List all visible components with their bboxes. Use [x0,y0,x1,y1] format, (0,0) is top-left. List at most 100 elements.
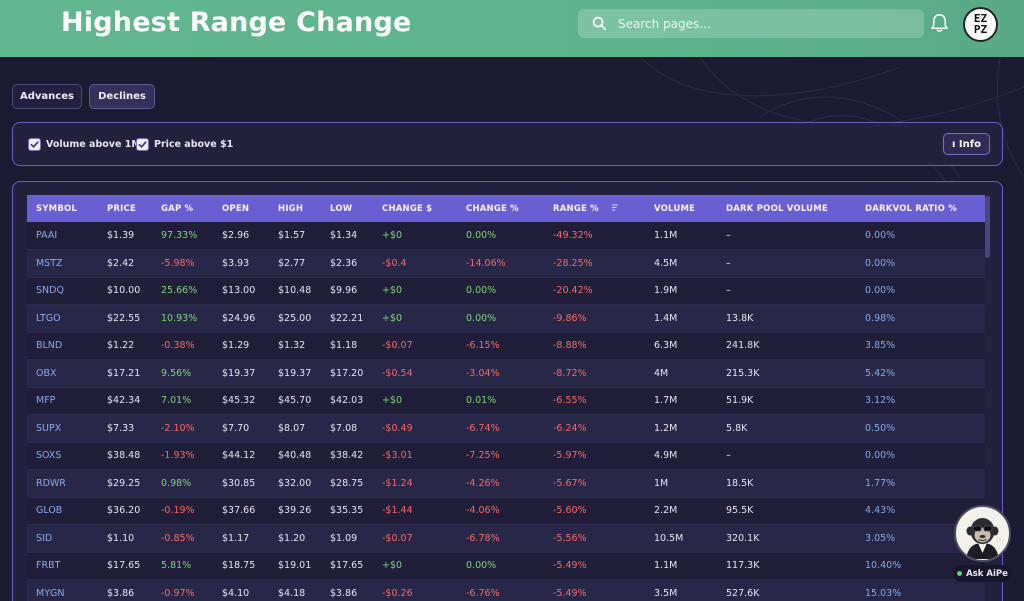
tab-declines[interactable]: Declines [89,84,155,109]
cell-range: -6.24% [553,422,587,434]
table-row[interactable]: SUPX $7.33 -2.10% $7.70 $8.07 $7.08 -$0.49 -6.7… [27,414,985,442]
table-row[interactable]: RDWR $29.25 0.98% $30.85 $32.00 $28.75 -$1.24 -… [27,469,985,497]
cell-range: -5.97% [553,450,587,462]
table-row[interactable]: SNDQ $10.00 25.66% $13.00 $10.48 $9.96 +$0 0.00… [27,277,985,305]
cell-symbol[interactable]: GLOB [36,505,63,517]
filter-volume[interactable]: Volume above 1M [28,138,141,151]
cell-symbol[interactable]: RDWR [36,477,66,489]
info-button[interactable]: ı Info [943,133,990,155]
column-header-high[interactable]: HIGH [278,203,304,214]
range-change-table: SYMBOL PRICE GAP % OPEN HIGH LOW CHANGE $ CHANG… [27,195,985,601]
cell-high: $19.01 [278,560,312,572]
cell-low: $22.21 [330,312,364,324]
table-row[interactable]: GLOB $36.20 -0.19% $37.66 $39.26 $35.35 -$1.44… [27,497,985,525]
cell-change: 0.01% [466,395,497,407]
filter-price-label: Price above $1 [154,139,234,150]
table-row[interactable]: MFP $42.34 7.01% $45.32 $45.70 $42.03 +$0 0.01%… [27,387,985,415]
table-row[interactable]: MSTZ $2.42 -5.98% $3.93 $2.77 $2.36 -$0.4 -14.0… [27,249,985,277]
cell-darkvol-ratio: 3.85% [865,340,896,352]
cell-volume: 3.5M [654,587,678,599]
cell-high: $45.70 [278,395,312,407]
cell-symbol[interactable]: SUPX [36,422,62,434]
search-icon [592,16,607,31]
cell-symbol[interactable]: MYGN [36,587,65,599]
column-header-range[interactable]: RANGE % [544,195,645,222]
cell-dark-pool-volume: 18.5K [726,477,754,489]
column-header-dark-pool-volume[interactable]: DARK POOL VOLUME [726,203,828,214]
search-input[interactable] [618,15,908,33]
cell-dark-pool-volume: – [726,257,731,269]
cell-range: -5.60% [553,505,587,517]
cell-open: $4.10 [222,587,250,599]
cell-symbol[interactable]: PAAI [36,230,58,241]
column-header-price[interactable]: PRICE [107,203,136,214]
cell-dark-pool-volume: 51.9K [726,395,754,407]
cell-volume: 1.4M [654,312,678,324]
column-header-change[interactable]: CHANGE % [466,203,519,214]
cell-open: $7.70 [222,422,250,434]
column-header-open[interactable]: OPEN [222,203,250,214]
cell-dark-pool-volume: 13.8K [726,312,754,324]
cell-high: $32.00 [278,477,312,489]
column-header-darkvol-ratio[interactable]: DARKVOL RATIO % [865,203,957,214]
column-header-low[interactable]: LOW [330,203,353,214]
volume-checkbox[interactable] [28,138,41,151]
cell-price: $17.65 [107,560,141,572]
cell-symbol[interactable]: BLND [36,340,63,352]
tab-advances[interactable]: Advances [12,84,82,109]
cell-change: -$0.07 [382,532,413,544]
cell-low: $1.34 [330,230,358,241]
cell-price: $7.33 [107,422,135,434]
cell-low: $7.08 [330,422,358,434]
column-header-change[interactable]: CHANGE $ [382,203,433,214]
cell-gap: -0.97% [161,587,195,599]
cell-symbol[interactable]: MFP [36,395,56,407]
cell-dark-pool-volume: 5.8K [726,422,748,434]
table-row[interactable]: PAAI $1.39 97.33% $2.96 $1.57 $1.34 +$0 0.00% -4… [27,222,985,250]
table-row[interactable]: SID $1.10 -0.85% $1.17 $1.20 $1.09 -$0.07 -6.78… [27,524,985,552]
aipe-assistant-button[interactable] [954,505,1011,562]
monkey-mascot-icon [956,507,1009,560]
table-scrollbar[interactable] [985,196,990,258]
user-avatar[interactable]: EZ PZ [963,7,998,42]
cell-dark-pool-volume: – [726,450,731,462]
table-row[interactable]: LTGO $22.55 10.93% $24.96 $25.00 $22.21 +$0 0.0… [27,304,985,332]
cell-symbol[interactable]: SID [36,532,53,544]
cell-darkvol-ratio: 0.00% [865,230,896,241]
cell-change: -$1.44 [382,505,413,517]
cell-price: $42.34 [107,395,141,407]
cell-symbol[interactable]: SNDQ [36,285,64,297]
table-row[interactable]: BLND $1.22 -0.38% $1.29 $1.32 $1.18 -$0.07 -6.1… [27,332,985,360]
cell-dark-pool-volume: 215.3K [726,367,760,379]
cell-symbol[interactable]: OBX [36,367,57,379]
cell-low: $35.35 [330,505,364,517]
cell-low: $1.09 [330,532,358,544]
cell-gap: 5.81% [161,560,192,572]
table-row[interactable]: SOXS $38.48 -1.93% $44.12 $40.48 $38.42 -$3.01… [27,442,985,470]
cell-price: $1.22 [107,340,135,352]
price-checkbox[interactable] [136,138,149,151]
column-header-gap[interactable]: GAP % [161,203,194,214]
table-row[interactable]: FRBT $17.65 5.81% $18.75 $19.01 $17.65 +$0 0.00… [27,552,985,580]
cell-volume: 1.1M [654,230,678,241]
cell-change: -7.25% [466,450,500,462]
cell-symbol[interactable]: SOXS [36,450,62,462]
filter-price[interactable]: Price above $1 [136,138,233,151]
cell-dark-pool-volume: 241.8K [726,340,760,352]
cell-symbol[interactable]: MSTZ [36,257,63,269]
column-header-volume[interactable]: VOLUME [654,203,696,214]
cell-symbol[interactable]: FRBT [36,560,61,572]
cell-gap: -2.10% [161,422,195,434]
cell-darkvol-ratio: 3.12% [865,395,896,407]
table-row[interactable]: MYGN $3.86 -0.97% $4.10 $4.18 $3.86 -$0.26 -6.7… [27,579,985,601]
cell-gap: 97.33% [161,230,198,241]
bell-icon[interactable] [929,12,950,34]
column-header-symbol[interactable]: SYMBOL [36,203,78,214]
cell-symbol[interactable]: LTGO [36,312,61,324]
aipe-badge[interactable]: Ask AiPe [953,565,1012,582]
sort-descending-icon[interactable] [611,204,619,212]
cell-darkvol-ratio: 0.00% [865,450,896,462]
cell-change: -$0.54 [382,367,413,379]
search-box[interactable] [578,9,924,38]
table-row[interactable]: OBX $17.21 9.56% $19.37 $19.37 $17.20 -$0.54 -3… [27,359,985,387]
